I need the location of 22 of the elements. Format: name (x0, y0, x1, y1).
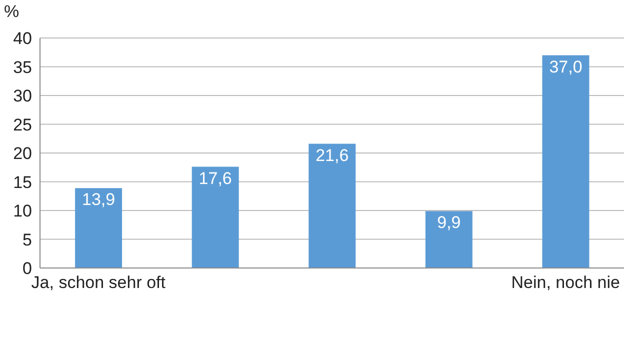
y-tick-label: 30 (13, 86, 32, 106)
bar (192, 166, 239, 268)
data-label: 9,9 (437, 213, 461, 232)
data-label: 21,6 (316, 146, 349, 165)
y-tick-label: 10 (13, 202, 32, 221)
y-tick-label: 0 (22, 259, 32, 278)
x-tick-label: Nein, noch nie (511, 273, 620, 292)
y-tick-label: 15 (13, 172, 32, 192)
data-label: 17,6 (198, 168, 232, 188)
bar (75, 188, 122, 268)
y-tick-label: 35 (13, 58, 32, 77)
y-tick-label: 40 (13, 29, 32, 48)
bar (425, 211, 472, 268)
data-label: 37,0 (549, 57, 582, 76)
y-tick-label: 5 (22, 230, 32, 250)
x-tick-label: Ja, schon sehr oft (31, 273, 166, 292)
bar (308, 144, 356, 268)
y-tick-label: 25 (13, 115, 32, 134)
bar (542, 55, 590, 268)
y-axis-title: % (4, 2, 20, 22)
y-tick-label: 20 (13, 144, 32, 164)
data-label: 13,9 (82, 190, 116, 210)
